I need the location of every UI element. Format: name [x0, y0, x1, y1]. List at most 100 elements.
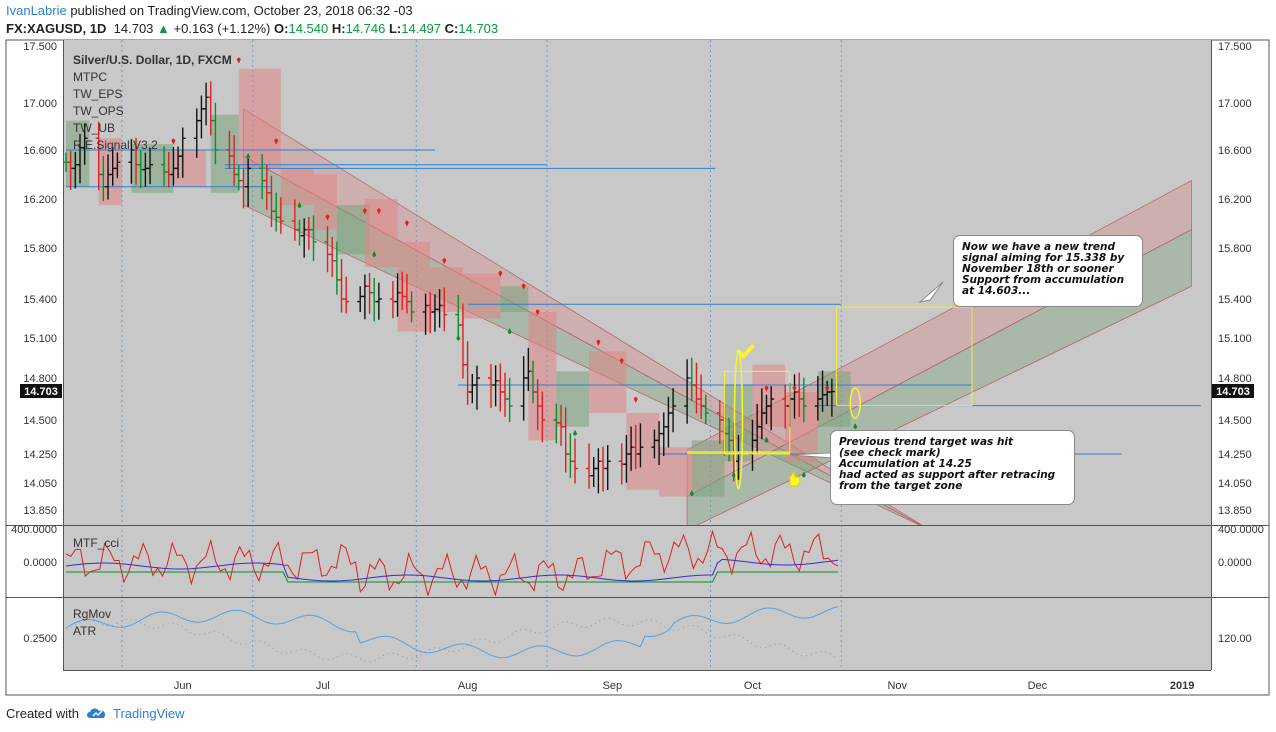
- time-label: Jul: [316, 680, 330, 692]
- legend-instrument: Silver/U.S. Dollar, 1D, FXCM: [73, 53, 232, 67]
- accumulation-box: [817, 371, 851, 427]
- ohlc-bar: [670, 388, 677, 433]
- symbol-header: FX:XAGUSD, 1D 14.703 ▲ +0.163 (+1.12%) O…: [6, 21, 498, 36]
- signal-boxes: [66, 68, 851, 497]
- high-value: 14.746: [345, 21, 386, 36]
- legend-indicator-tw-ops[interactable]: TW_OPS: [73, 104, 124, 118]
- buy-marker-icon: [372, 251, 377, 257]
- target-zone-box: [836, 306, 973, 407]
- distribution-box: [752, 364, 786, 427]
- tradingview-link[interactable]: TradingView: [112, 706, 185, 721]
- annotation-previous-target[interactable]: Previous trend target was hit (see check…: [830, 430, 1075, 505]
- ohlc-bar: [375, 282, 382, 320]
- price-axis[interactable]: 17.500 17.500 17.000 17.000 16.600 16.600 16.2…: [23, 41, 1251, 517]
- ohlc-bar: [572, 438, 579, 484]
- cci-right-tick-zero: 0.0000: [1218, 557, 1252, 569]
- accumulation-highlight: [687, 451, 790, 455]
- sell-marker-icon: [633, 397, 638, 403]
- sell-marker-icon: [362, 208, 367, 215]
- current-circle-highlight: [849, 387, 861, 419]
- ohlc-bar: [604, 445, 611, 491]
- buy-marker-icon: [573, 429, 578, 436]
- callout-pointer-new-trend: [918, 281, 944, 303]
- signal-markers: [171, 57, 858, 497]
- atr-left-tick: 0.2500: [23, 633, 57, 645]
- price-tick-left: 17.000: [23, 98, 57, 110]
- open-label: O:: [274, 21, 289, 36]
- time-label: Sep: [603, 680, 623, 692]
- distribution-box: [98, 138, 123, 206]
- price-tick-right: 15.100: [1218, 333, 1252, 345]
- open-value: 14.540: [288, 21, 329, 36]
- distribution-box: [430, 267, 463, 312]
- sell-marker-icon: [325, 214, 330, 221]
- price-tick-left: 14.500: [23, 415, 57, 427]
- accumulation-box: [336, 205, 370, 255]
- time-label: Nov: [887, 680, 907, 692]
- cci-signal-line: [66, 571, 838, 583]
- annotation-new-trend[interactable]: Now we have a new trend signal aiming fo…: [953, 235, 1143, 307]
- ohlc-bar: [702, 394, 709, 425]
- chart-legend: Silver/U.S. Dollar, 1D, FXCM MTPC TW_EPS…: [73, 53, 232, 152]
- sell-marker-icon: [521, 283, 526, 290]
- sell-marker-icon: [171, 138, 176, 145]
- cci-left-tick-top: 400.0000: [11, 524, 57, 536]
- price-tick-left: 14.800: [23, 373, 57, 385]
- ohlc-bar: [828, 378, 835, 417]
- accumulation-box: [691, 440, 725, 497]
- sell-marker-icon: [236, 57, 241, 64]
- time-label: 2019: [1170, 680, 1194, 692]
- sell-marker-icon: [596, 339, 601, 346]
- atr-right-tick: 120.00: [1218, 633, 1252, 645]
- ohlc-bar: [637, 423, 644, 468]
- sell-marker-icon: [792, 385, 797, 392]
- price-tick-left: 16.600: [23, 145, 57, 157]
- ohlc-bar: [212, 102, 219, 165]
- distribution-box: [462, 273, 501, 319]
- ohlc-bar: [245, 155, 252, 207]
- legend-indicator-tw-ub[interactable]: TW_UB: [73, 121, 115, 135]
- buy-marker-icon: [456, 334, 461, 341]
- buy-marker-icon: [507, 328, 512, 334]
- sell-marker-icon: [535, 309, 540, 316]
- last-price-right-text: 14.703: [1216, 386, 1250, 398]
- ohlc-bar: [277, 197, 284, 234]
- ohlc-bar: [408, 291, 415, 323]
- legend-indicator-re-signal[interactable]: R.E.Signal V3.2: [73, 138, 158, 152]
- sell-marker-icon: [619, 358, 624, 365]
- low-value: 14.497: [401, 21, 442, 36]
- buy-marker-icon: [689, 490, 694, 497]
- price-tick-left: 17.500: [23, 41, 57, 53]
- distribution-box: [280, 168, 314, 206]
- buy-marker-icon: [246, 153, 251, 159]
- distribution-box: [313, 174, 337, 230]
- last-price-label-left: 14.703: [20, 384, 62, 398]
- low-label: L:: [388, 21, 402, 36]
- time-label: Dec: [1028, 680, 1048, 692]
- cci-pane-title[interactable]: MTF_cci: [73, 536, 119, 550]
- legend-indicator-tw-eps[interactable]: TW_EPS: [73, 87, 122, 101]
- atr-pane-title-rgmov[interactable]: RgMov: [73, 607, 111, 621]
- time-label: Aug: [458, 680, 478, 692]
- time-axis[interactable]: Jun Jul Aug Sep Oct Nov Dec 2019: [174, 680, 1194, 692]
- distribution-box: [397, 241, 431, 332]
- price-tick-left: 14.050: [23, 478, 57, 490]
- check-mark-icon: [736, 344, 755, 360]
- price-tick-right: 13.850: [1218, 505, 1252, 517]
- price-tick-left: 15.400: [23, 294, 57, 306]
- ohlc-bar: [81, 123, 88, 165]
- author-link[interactable]: IvanLabrie: [6, 3, 67, 18]
- price-tick-left: 15.100: [23, 333, 57, 345]
- legend-indicator-mtpc[interactable]: MTPC: [73, 70, 107, 84]
- highlight-drawings: [687, 306, 973, 490]
- price-tick-right: 15.400: [1218, 294, 1252, 306]
- atr-pane-title-atr[interactable]: ATR: [73, 624, 96, 638]
- accumulation-box: [556, 371, 590, 427]
- atr-lines: [65, 606, 839, 663]
- last-price-label-right: 14.703: [1212, 384, 1254, 398]
- ohlc-bar: [441, 287, 448, 332]
- cci-left-tick-zero: 0.0000: [23, 557, 57, 569]
- price-bars: [63, 81, 835, 494]
- buy-marker-icon: [801, 471, 806, 478]
